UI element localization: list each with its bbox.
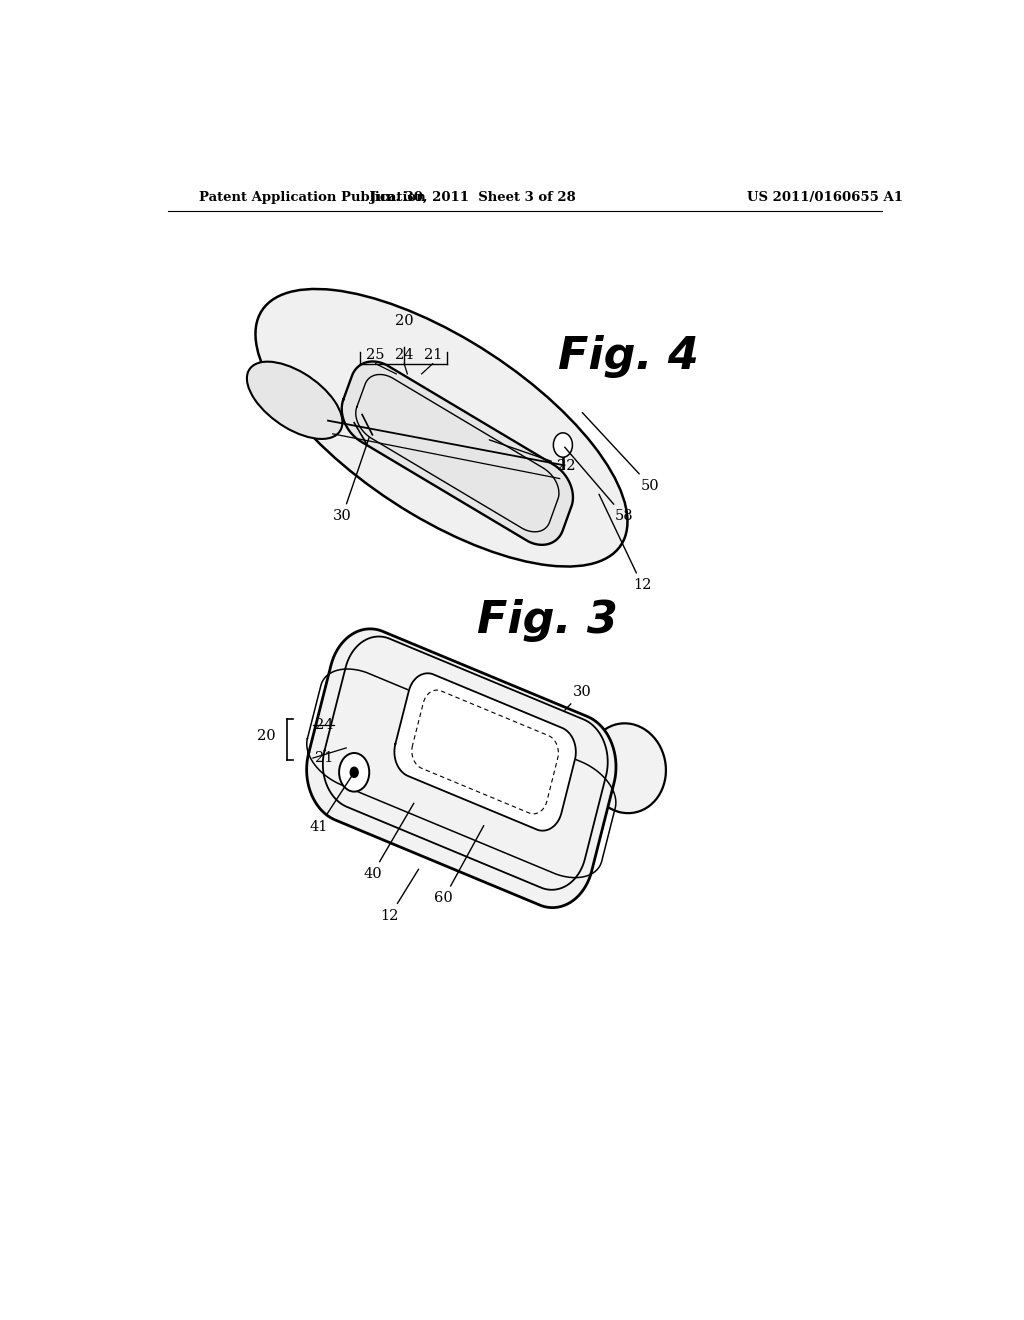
Polygon shape <box>342 362 573 545</box>
Text: Fig. 4: Fig. 4 <box>557 335 698 378</box>
Text: Patent Application Publication: Patent Application Publication <box>200 190 426 203</box>
Text: US 2011/0160655 A1: US 2011/0160655 A1 <box>748 190 903 203</box>
Ellipse shape <box>247 362 342 440</box>
Text: 20: 20 <box>395 314 414 329</box>
Text: 25: 25 <box>367 347 385 362</box>
Text: 30: 30 <box>333 437 369 523</box>
Circle shape <box>553 433 572 457</box>
Text: 40: 40 <box>364 803 414 880</box>
Ellipse shape <box>255 289 628 566</box>
Text: 22: 22 <box>489 440 575 474</box>
Text: 21: 21 <box>315 751 334 766</box>
Text: 58: 58 <box>564 447 633 523</box>
Text: 20: 20 <box>257 729 275 743</box>
Text: 24: 24 <box>315 718 334 731</box>
Text: 50: 50 <box>583 413 659 492</box>
Text: 12: 12 <box>381 869 419 923</box>
Text: Fig. 3: Fig. 3 <box>476 599 617 643</box>
Polygon shape <box>306 628 616 908</box>
Text: 60: 60 <box>434 825 483 906</box>
Text: 30: 30 <box>565 685 591 710</box>
Text: Jun. 30, 2011  Sheet 3 of 28: Jun. 30, 2011 Sheet 3 of 28 <box>371 190 577 203</box>
Text: 24: 24 <box>395 347 414 362</box>
Ellipse shape <box>587 723 666 813</box>
Text: 41: 41 <box>309 775 352 834</box>
Text: 21: 21 <box>424 347 442 362</box>
Text: 12: 12 <box>599 494 651 593</box>
Polygon shape <box>394 673 575 830</box>
Circle shape <box>350 767 358 777</box>
Circle shape <box>339 752 370 792</box>
